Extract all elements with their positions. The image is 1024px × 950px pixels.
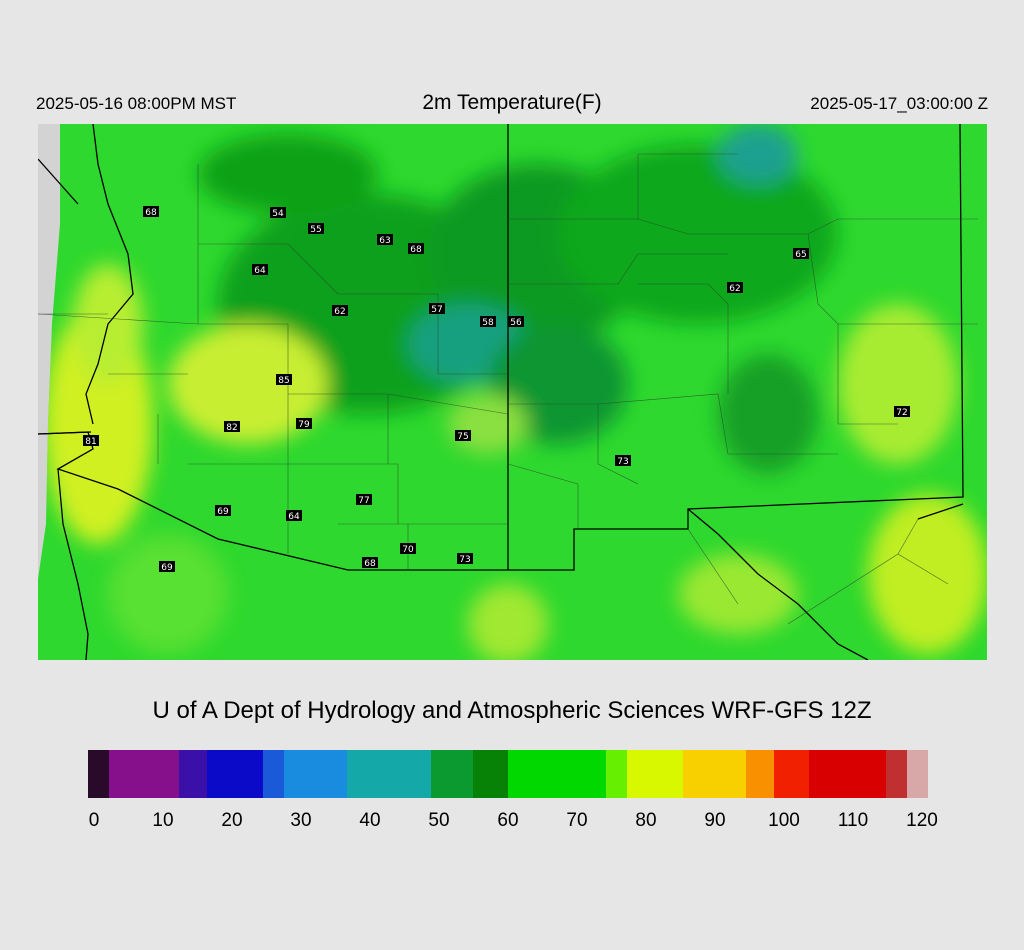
station-marker: 85 — [276, 374, 292, 386]
station-value: 58 — [482, 318, 494, 328]
station-marker: 69 — [159, 561, 175, 573]
station-marker: 75 — [455, 430, 471, 442]
colorbar-segment — [606, 750, 628, 798]
station-value: 57 — [431, 305, 442, 315]
colorbar-tick-label: 90 — [704, 810, 726, 831]
station-value: 64 — [288, 512, 300, 522]
station-value: 73 — [459, 555, 470, 565]
colorbar-segment — [179, 750, 208, 798]
station-marker: 65 — [793, 248, 809, 260]
station-marker: 79 — [296, 418, 312, 430]
station-marker: 69 — [215, 505, 231, 517]
station-value: 62 — [729, 284, 740, 294]
colorbar-tick-label: 50 — [428, 810, 450, 831]
station-value: 75 — [457, 432, 468, 442]
colorbar-tick-label: 100 — [768, 810, 800, 831]
station-value: 77 — [358, 496, 369, 506]
station-value: 68 — [410, 245, 422, 255]
station-value: 65 — [795, 250, 806, 260]
temperature-field — [38, 124, 987, 660]
station-marker: 82 — [224, 421, 240, 433]
colorbar-segment — [907, 750, 928, 798]
colorbar-tick-label: 30 — [290, 810, 312, 831]
colorbar-tick-label: 10 — [152, 810, 174, 831]
colorbar-tick-label: 120 — [906, 810, 938, 831]
colorbar-segment — [774, 750, 810, 798]
colorbar-tick-label: 0 — [88, 810, 100, 831]
station-value: 70 — [402, 545, 414, 555]
colorbar-segment — [508, 750, 607, 798]
station-marker: 57 — [429, 303, 445, 315]
colorbar-segment — [627, 750, 684, 798]
colorbar-tick-label: 20 — [221, 810, 243, 831]
colorbar-segments — [88, 750, 928, 798]
station-marker: 73 — [457, 553, 473, 565]
colorbar-segment — [683, 750, 747, 798]
station-marker: 64 — [252, 264, 268, 276]
station-value: 72 — [896, 408, 907, 418]
station-marker: 68 — [408, 243, 424, 255]
station-marker: 54 — [270, 207, 286, 219]
station-marker: 73 — [615, 455, 631, 467]
station-value: 68 — [364, 559, 376, 569]
colorbar-segment — [746, 750, 775, 798]
station-value: 85 — [278, 376, 289, 386]
map-title: 2m Temperature(F) — [422, 91, 602, 114]
colorbar-segment — [809, 750, 887, 798]
valid-time-label: 2025-05-16 08:00PM MST — [36, 94, 237, 113]
colorbar — [88, 750, 928, 798]
station-labels: 68 54 55 63 68 64 62 57 58 56 65 62 85 8… — [83, 206, 910, 573]
init-time-label: 2025-05-17_03:00:00 Z — [810, 94, 988, 113]
state-boundaries — [38, 124, 964, 660]
station-marker: 81 — [83, 435, 99, 447]
station-marker: 68 — [143, 206, 159, 218]
colorbar-tick-label: 80 — [635, 810, 657, 831]
station-value: 73 — [617, 457, 628, 467]
station-value: 79 — [298, 420, 310, 430]
station-value: 55 — [310, 225, 321, 235]
station-marker: 77 — [356, 494, 372, 506]
station-marker: 56 — [508, 316, 524, 328]
colorbar-tick-label: 40 — [359, 810, 381, 831]
station-value: 82 — [226, 423, 237, 433]
station-value: 69 — [161, 563, 173, 573]
station-marker: 63 — [377, 234, 393, 246]
station-value: 81 — [85, 437, 96, 447]
station-marker: 70 — [400, 543, 416, 555]
colorbar-segment — [886, 750, 908, 798]
colorbar-segment — [88, 750, 110, 798]
station-value: 68 — [145, 208, 157, 218]
station-marker: 62 — [332, 305, 348, 317]
station-value: 54 — [272, 209, 284, 219]
colorbar-segment — [473, 750, 509, 798]
colorbar-tick-label: 70 — [566, 810, 588, 831]
colorbar-segment — [109, 750, 180, 798]
station-value: 56 — [510, 318, 522, 328]
colorbar-segment — [207, 750, 264, 798]
colorbar-segment — [431, 750, 474, 798]
county-lines — [38, 153, 978, 625]
credit-line: U of A Dept of Hydrology and Atmospheric… — [152, 697, 872, 724]
temperature-map: 68 54 55 63 68 64 62 57 58 56 65 62 85 8… — [38, 124, 987, 660]
station-marker: 72 — [894, 406, 910, 418]
station-marker: 55 — [308, 223, 324, 235]
station-value: 64 — [254, 266, 266, 276]
station-value: 62 — [334, 307, 345, 317]
station-value: 69 — [217, 507, 229, 517]
station-value: 63 — [379, 236, 390, 246]
colorbar-segment — [284, 750, 348, 798]
colorbar-segment — [263, 750, 285, 798]
station-marker: 68 — [362, 557, 378, 569]
colorbar-tick-label: 110 — [837, 810, 869, 831]
station-marker: 62 — [727, 282, 743, 294]
colorbar-tick-label: 60 — [497, 810, 519, 831]
station-marker: 58 — [480, 316, 496, 328]
station-marker: 64 — [286, 510, 302, 522]
colorbar-segment — [347, 750, 432, 798]
